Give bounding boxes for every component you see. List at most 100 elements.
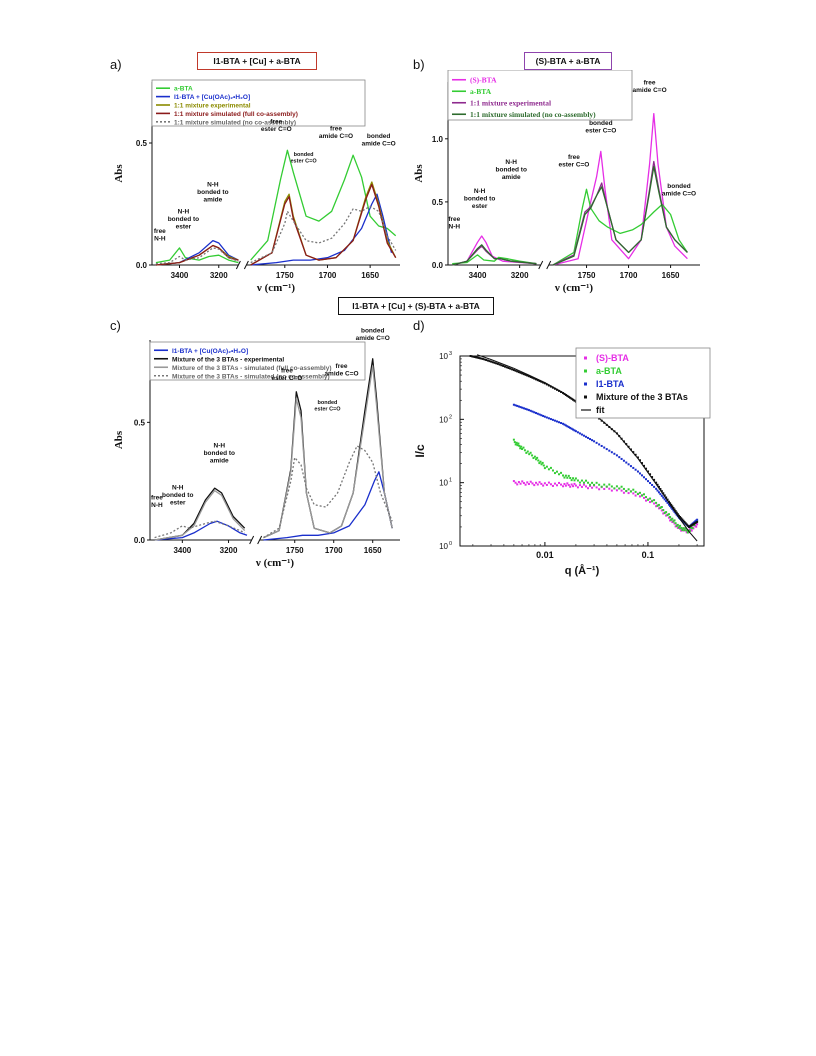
annotation-label: free ester C=O bbox=[261, 118, 292, 133]
chart-b-ftir: 0.0 0.5 1.0 3400 3200 1750 1700 1650 ν (cm⁻¹) Abs… bbox=[413, 70, 700, 294]
data-point bbox=[682, 529, 685, 532]
data-point bbox=[671, 505, 674, 508]
data-point bbox=[696, 523, 699, 526]
data-point bbox=[669, 516, 672, 519]
data-point bbox=[677, 514, 680, 517]
data-point bbox=[540, 482, 543, 485]
data-point bbox=[625, 490, 628, 493]
data-point bbox=[549, 418, 552, 421]
data-point bbox=[695, 525, 698, 528]
data-point bbox=[645, 496, 648, 499]
data-point bbox=[562, 474, 565, 477]
data-point bbox=[608, 449, 611, 452]
data-point bbox=[526, 450, 529, 453]
data-point bbox=[513, 441, 516, 444]
x-tick-label: 1700 bbox=[319, 271, 337, 280]
data-point bbox=[529, 451, 532, 454]
data-point bbox=[498, 363, 501, 366]
data-point bbox=[684, 522, 687, 525]
data-point bbox=[666, 501, 669, 504]
data-point bbox=[663, 494, 666, 497]
data-point bbox=[659, 506, 662, 509]
data-point bbox=[629, 465, 632, 468]
data-point bbox=[653, 478, 656, 481]
panel-a-title: I1-BTA + [Cu] + a-BTA bbox=[197, 52, 317, 70]
data-point bbox=[679, 516, 682, 519]
data-point bbox=[610, 489, 613, 492]
data-point bbox=[569, 485, 572, 488]
data-point bbox=[591, 486, 594, 489]
y-tick-exponent: 2 bbox=[449, 414, 452, 420]
data-point bbox=[527, 409, 530, 412]
y-tick-label: 0.0 bbox=[136, 261, 148, 270]
annotation-label: N-H bonded to amide bbox=[204, 442, 235, 464]
data-point bbox=[645, 467, 648, 470]
data-point bbox=[517, 371, 520, 374]
data-point bbox=[473, 355, 476, 358]
data-point bbox=[659, 493, 662, 496]
x-tick-label: 1700 bbox=[620, 271, 638, 280]
data-point bbox=[622, 459, 625, 462]
y-tick-exponent: 1 bbox=[449, 478, 452, 484]
data-point bbox=[517, 405, 520, 408]
data-point bbox=[605, 485, 608, 488]
data-point bbox=[675, 511, 678, 514]
data-point bbox=[638, 495, 641, 498]
series-line-right-3 bbox=[263, 365, 393, 539]
data-point bbox=[667, 500, 670, 503]
data-point bbox=[636, 493, 639, 496]
data-point bbox=[669, 502, 672, 505]
data-point bbox=[507, 367, 510, 370]
data-point bbox=[566, 482, 569, 485]
data-point bbox=[558, 389, 561, 392]
data-point bbox=[491, 361, 494, 364]
data-point bbox=[536, 379, 539, 382]
annotation-label: bonded amide C=O bbox=[356, 328, 390, 343]
data-point bbox=[691, 527, 694, 530]
axis-break-mark bbox=[243, 260, 249, 270]
series-line-left-2 bbox=[155, 239, 239, 266]
data-point bbox=[595, 441, 598, 444]
data-point bbox=[536, 483, 539, 486]
data-point bbox=[680, 517, 683, 520]
data-point bbox=[562, 422, 565, 425]
data-point bbox=[549, 385, 552, 388]
data-point bbox=[535, 378, 538, 381]
data-point bbox=[555, 484, 558, 487]
data-point bbox=[578, 481, 581, 484]
data-point bbox=[580, 485, 583, 488]
axis-break-mark bbox=[546, 260, 552, 270]
data-point bbox=[665, 514, 668, 517]
data-point bbox=[673, 519, 676, 522]
legend-label: a-BTA bbox=[470, 87, 492, 96]
data-point bbox=[480, 357, 483, 360]
data-point bbox=[547, 481, 550, 484]
series-line-right-1 bbox=[250, 149, 397, 261]
y-tick-label: 0.0 bbox=[432, 261, 444, 270]
data-point bbox=[598, 488, 601, 491]
data-point bbox=[512, 438, 515, 441]
data-point bbox=[566, 476, 569, 479]
data-point bbox=[660, 509, 663, 512]
x-tick-label: 1750 bbox=[578, 271, 596, 280]
annotation-label: free N-H bbox=[154, 228, 166, 243]
data-point bbox=[629, 490, 632, 493]
data-point bbox=[521, 480, 524, 483]
data-point bbox=[627, 492, 630, 495]
data-point bbox=[516, 444, 519, 447]
data-point bbox=[589, 438, 592, 441]
data-point bbox=[632, 492, 635, 495]
data-point bbox=[541, 461, 544, 464]
data-point bbox=[676, 523, 679, 526]
data-point bbox=[574, 484, 577, 487]
data-point bbox=[512, 480, 515, 483]
data-point bbox=[656, 483, 659, 486]
x-axis-label: ν (cm⁻¹) bbox=[256, 282, 295, 294]
series-line-left-4 bbox=[452, 244, 537, 266]
data-point bbox=[613, 487, 616, 490]
annotation-label: N-H bonded to amide bbox=[496, 159, 527, 181]
data-point bbox=[529, 480, 532, 483]
data-point bbox=[582, 434, 585, 437]
data-point bbox=[582, 481, 585, 484]
data-point bbox=[519, 447, 522, 450]
